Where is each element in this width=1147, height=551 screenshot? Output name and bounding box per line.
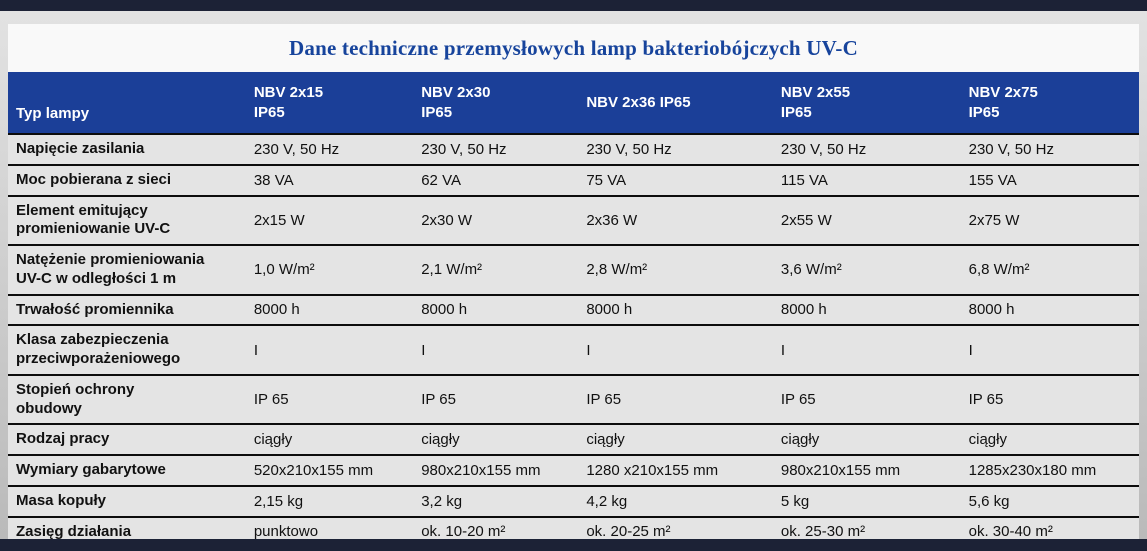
cell: 230 V, 50 Hz	[239, 133, 408, 165]
column-header-nbv-2x15: NBV 2x15 IP65	[239, 72, 408, 134]
row-label: Rodzaj pracy	[8, 423, 240, 455]
cell: 5,6 kg	[954, 484, 1139, 517]
column-header-nbv-2x36: NBV 2x36 IP65	[572, 72, 767, 134]
table-row-masa-kopuly: Masa kopuły 2,15 kg 3,2 kg 4,2 kg 5 kg 5…	[8, 484, 1139, 517]
row-label: Trwałość promiennika	[8, 293, 240, 326]
cell: 2,1 W/m²	[407, 244, 573, 295]
cell: 2x55 W	[766, 194, 955, 245]
column-header-nbv-2x75: NBV 2x75 IP65	[954, 72, 1139, 134]
cell: IP 65	[407, 373, 573, 425]
row-label: Element emitujący promieniowanie UV-C	[8, 194, 240, 245]
cell: 3,6 W/m²	[766, 244, 955, 295]
cell: 75 VA	[572, 163, 767, 196]
row-label: Natężenie promieniowania UV-C w odległoś…	[8, 244, 240, 295]
corner-header: Typ lampy	[8, 72, 240, 134]
cell: 980x210x155 mm	[766, 454, 955, 486]
cell: 230 V, 50 Hz	[407, 133, 573, 165]
table-row-klasa-zabezpieczenia: Klasa zabezpieczenia przeciwporażenioweg…	[8, 324, 1139, 375]
spec-table: Typ lampy NBV 2x15 IP65 NBV 2x30 IP65 NB…	[8, 72, 1139, 549]
cell: I	[766, 324, 955, 375]
cell: IP 65	[572, 373, 767, 425]
page-title: Dane techniczne przemysłowych lamp bakte…	[289, 36, 858, 60]
table-row-moc-pobierana: Moc pobierana z sieci 38 VA 62 VA 75 VA …	[8, 163, 1139, 196]
row-label: Stopień ochrony obudowy	[8, 373, 240, 425]
cell: 2x36 W	[572, 194, 767, 245]
header-row: Typ lampy NBV 2x15 IP65 NBV 2x30 IP65 NB…	[8, 72, 1139, 134]
cell: 2,8 W/m²	[572, 244, 767, 295]
cell: I	[954, 324, 1139, 375]
cell: 1280 x210x155 mm	[572, 454, 767, 486]
table-body: Napięcie zasilania 230 V, 50 Hz 230 V, 5…	[8, 133, 1139, 548]
cell: 230 V, 50 Hz	[766, 133, 955, 165]
cell: 230 V, 50 Hz	[572, 133, 767, 165]
cell: 115 VA	[766, 163, 955, 196]
cell: ciągły	[239, 423, 408, 455]
cell: 1,0 W/m²	[239, 244, 408, 295]
row-label: Klasa zabezpieczenia przeciwporażenioweg…	[8, 324, 240, 375]
cell: 2,15 kg	[239, 484, 408, 517]
cell: I	[572, 324, 767, 375]
table-row-stopien-ochrony: Stopień ochrony obudowy IP 65 IP 65 IP 6…	[8, 373, 1139, 425]
content-panel: Dane techniczne przemysłowych lamp bakte…	[8, 24, 1139, 549]
row-label: Wymiary gabarytowe	[8, 454, 240, 486]
table-row-wymiary-gabarytowe: Wymiary gabarytowe 520x210x155 mm 980x21…	[8, 454, 1139, 486]
cell: I	[239, 324, 408, 375]
cell: 8000 h	[407, 293, 573, 326]
cell: 3,2 kg	[407, 484, 573, 517]
cell: 8000 h	[766, 293, 955, 326]
column-header-nbv-2x55: NBV 2x55 IP65	[766, 72, 955, 134]
cell: 62 VA	[407, 163, 573, 196]
cell: IP 65	[766, 373, 955, 425]
table-header: Typ lampy NBV 2x15 IP65 NBV 2x30 IP65 NB…	[8, 72, 1139, 134]
cell: IP 65	[239, 373, 408, 425]
table-row-rodzaj-pracy: Rodzaj pracy ciągły ciągły ciągły ciągły…	[8, 423, 1139, 455]
cell: ciągły	[572, 423, 767, 455]
cell: IP 65	[954, 373, 1139, 425]
cell: 980x210x155 mm	[407, 454, 573, 486]
table-row-element-emitujacy: Element emitujący promieniowanie UV-C 2x…	[8, 194, 1139, 245]
column-header-nbv-2x30: NBV 2x30 IP65	[407, 72, 573, 134]
cell: 2x15 W	[239, 194, 408, 245]
cell: I	[407, 324, 573, 375]
cell: ciągły	[407, 423, 573, 455]
table-row-natezenie-promieniowania: Natężenie promieniowania UV-C w odległoś…	[8, 244, 1139, 295]
cell: ciągły	[954, 423, 1139, 455]
cell: 2x75 W	[954, 194, 1139, 245]
table-row-napiecie-zasilania: Napięcie zasilania 230 V, 50 Hz 230 V, 5…	[8, 133, 1139, 165]
table-row-trwalosc-promiennika: Trwałość promiennika 8000 h 8000 h 8000 …	[8, 293, 1139, 326]
row-label: Napięcie zasilania	[8, 133, 240, 165]
cell: 8000 h	[239, 293, 408, 326]
cell: 155 VA	[954, 163, 1139, 196]
cell: 5 kg	[766, 484, 955, 517]
cell: 38 VA	[239, 163, 408, 196]
top-navy-bar	[0, 0, 1147, 11]
bottom-navy-bar	[0, 539, 1147, 551]
cell: 230 V, 50 Hz	[954, 133, 1139, 165]
cell: 8000 h	[572, 293, 767, 326]
cell: ciągły	[766, 423, 955, 455]
cell: 2x30 W	[407, 194, 573, 245]
cell: 4,2 kg	[572, 484, 767, 517]
row-label: Masa kopuły	[8, 484, 240, 517]
cell: 6,8 W/m²	[954, 244, 1139, 295]
cell: 1285x230x180 mm	[954, 454, 1139, 486]
cell: 8000 h	[954, 293, 1139, 326]
row-label: Moc pobierana z sieci	[8, 163, 240, 196]
cell: 520x210x155 mm	[239, 454, 408, 486]
